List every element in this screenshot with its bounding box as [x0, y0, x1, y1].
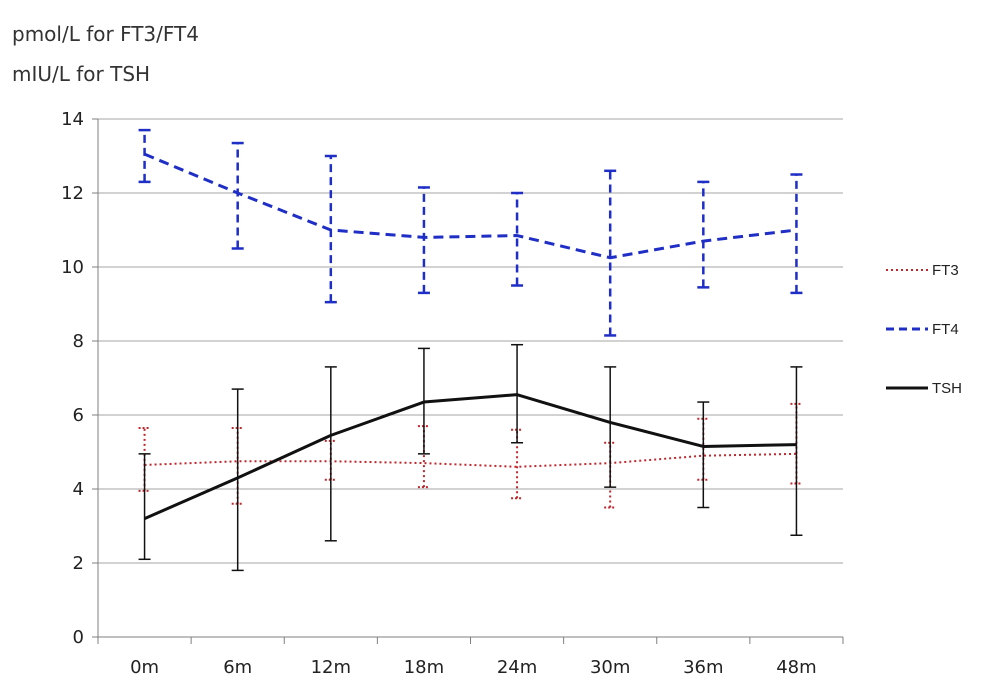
error-bar-ft4 — [697, 180, 710, 289]
series-group — [138, 128, 803, 572]
error-bar-tsh — [697, 401, 710, 509]
error-bar-tsh — [604, 366, 617, 488]
series-line-ft3 — [144, 452, 797, 468]
error-bar-ft4 — [511, 191, 524, 287]
error-bar-tsh — [324, 366, 337, 542]
error-bar-ft4 — [324, 154, 337, 304]
y-tick-label: 2 — [73, 553, 84, 574]
legend: FT3 FT4 TSH — [886, 262, 962, 397]
legend-label: FT3 — [932, 262, 959, 279]
y-tick-label: 10 — [61, 257, 84, 278]
x-tick-label: 30m — [590, 657, 630, 678]
y-tick-label: 14 — [61, 109, 84, 130]
series-line-tsh — [143, 393, 797, 520]
legend-item-tsh: TSH — [886, 380, 962, 397]
legend-item-ft3: FT3 — [886, 262, 959, 279]
legend-item-ft4: FT4 — [886, 321, 959, 338]
error-bar-ft4 — [604, 169, 617, 337]
error-bar-ft4 — [138, 128, 151, 184]
series-ft4 — [138, 128, 803, 337]
x-tick-label: 24m — [497, 657, 537, 678]
x-tick-label: 48m — [776, 657, 816, 678]
axes: 0 2 4 6 8 10 12 14 0m 6m 12m 18m 24m 30m 36m 48m — [61, 109, 844, 678]
gridlines — [98, 118, 843, 638]
y-unit-label-ft: pmol/L for FT3/FT4 — [12, 22, 199, 46]
x-tick-label: 0m — [130, 657, 159, 678]
x-tick-label: 36m — [683, 657, 723, 678]
x-tick-label: 12m — [311, 657, 351, 678]
error-bar-tsh — [231, 388, 244, 572]
y-tick-label: 4 — [73, 479, 84, 500]
error-bar-tsh — [790, 366, 803, 536]
series-line-ft4 — [143, 152, 797, 260]
y-tick-label: 6 — [73, 405, 84, 426]
error-bar-tsh — [138, 453, 151, 561]
legend-label: TSH — [932, 380, 962, 397]
y-unit-label-tsh: mIU/L for TSH — [12, 62, 151, 86]
error-bar-ft4 — [231, 141, 244, 250]
error-bar-ft4 — [790, 173, 803, 295]
y-tick-label: 8 — [73, 331, 84, 352]
x-tick-label: 18m — [404, 657, 444, 678]
legend-label: FT4 — [932, 321, 959, 338]
y-tick-label: 12 — [61, 183, 84, 204]
y-tick-label: 0 — [73, 627, 84, 648]
series-tsh — [138, 343, 803, 572]
x-tick-label: 6m — [223, 657, 252, 678]
error-bar-ft4 — [417, 186, 430, 295]
